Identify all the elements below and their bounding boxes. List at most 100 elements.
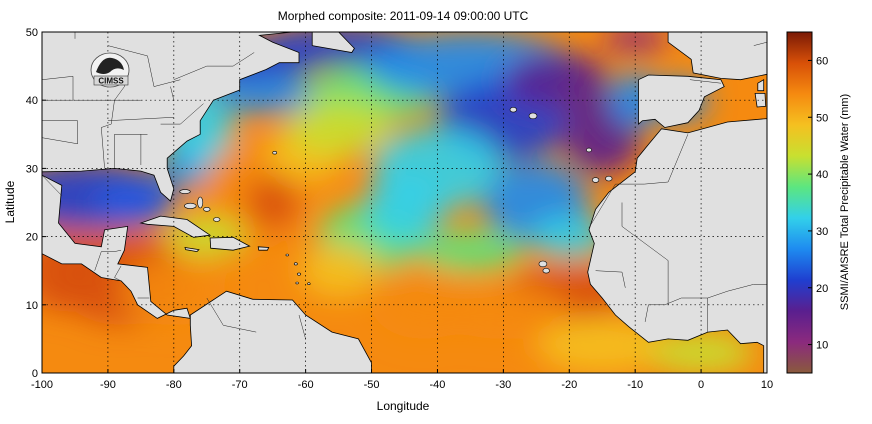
y-axis-ticks: 0 10 20 30 40 50 [26, 27, 46, 380]
colorbar-tick-label: 50 [816, 112, 828, 124]
island [295, 281, 299, 285]
cimss-logo-text: CIMSS [98, 77, 124, 86]
corsica [757, 78, 765, 92]
tpw-blob [365, 175, 444, 244]
y-axis-label: Latitude [3, 180, 17, 223]
y-tick-label: 20 [26, 232, 38, 244]
x-tick-label: -50 [364, 379, 380, 391]
bahamas-island [179, 189, 191, 194]
political-border [170, 86, 175, 101]
tpw-blob [299, 243, 379, 298]
political-border [42, 120, 78, 145]
x-tick-label: -80 [166, 379, 182, 391]
political-border [107, 117, 174, 121]
bahamas-island [203, 207, 211, 212]
y-tick-label: 0 [32, 368, 38, 380]
hispaniola [209, 236, 251, 251]
south-america [42, 290, 372, 373]
x-tick-label: -70 [232, 379, 248, 391]
x-tick-label: -40 [430, 379, 446, 391]
sardinia [754, 93, 767, 108]
island [538, 260, 548, 268]
iberia [638, 74, 725, 128]
island [293, 262, 298, 266]
political-border [753, 41, 767, 46]
island [605, 175, 613, 182]
tpw-blob [246, 175, 300, 230]
political-border [595, 270, 626, 288]
political-border [173, 52, 255, 80]
tpw-blob [371, 270, 477, 339]
colorbar-tick-label: 20 [816, 283, 828, 295]
island [586, 147, 592, 153]
bahamas-island [184, 202, 197, 209]
puerto-rico [257, 246, 270, 251]
political-border [94, 249, 122, 271]
island [272, 151, 278, 155]
x-axis-label: Longitude [377, 399, 430, 413]
colorbar-tick-label: 30 [816, 226, 828, 238]
tpw-blob [417, 229, 524, 271]
tpw-blob [94, 178, 174, 227]
france [667, 32, 767, 81]
political-border [707, 284, 767, 333]
x-tick-label: 10 [761, 379, 773, 391]
bahamas-island [213, 217, 221, 222]
x-tick-label: 0 [698, 379, 704, 391]
political-border [664, 297, 708, 306]
political-border [298, 314, 306, 339]
map-title: Morphed composite: 2011-09-14 09:00:00 U… [278, 9, 529, 23]
tpw-blob [285, 100, 392, 155]
x-tick-label: -20 [561, 379, 577, 391]
island [285, 253, 289, 257]
central-america-mexico [42, 32, 191, 319]
cimss-logo: CIMSS [90, 52, 130, 88]
newfoundland [311, 32, 355, 53]
plot-frame [41, 31, 768, 374]
grid-lines [42, 32, 767, 373]
africa [587, 118, 767, 373]
colorbar-label: SSMI/AMSRE Total Precipitable Water (mm) [839, 94, 851, 310]
political-border [42, 175, 62, 196]
island [297, 272, 301, 276]
island [542, 268, 550, 274]
x-axis-ticks: -100 -90 -80 -70 -60 -50 -40 -30 -20 -10 0 10 [31, 369, 773, 391]
x-tick-label: -30 [495, 379, 511, 391]
political-border [114, 134, 148, 169]
cuba [139, 215, 212, 238]
x-tick-label: -10 [627, 379, 643, 391]
political-border [42, 76, 74, 101]
tpw-blob [503, 52, 609, 107]
island [528, 112, 538, 120]
colorbar-tick-label: 10 [816, 340, 828, 352]
island [591, 177, 600, 183]
island [509, 106, 517, 113]
y-tick-label: 50 [26, 27, 38, 39]
bahamas-island [197, 196, 204, 209]
political-border [206, 297, 257, 333]
colorbar-tick-label: 60 [816, 55, 828, 67]
y-tick-label: 30 [26, 163, 38, 175]
colorbar-scale [786, 31, 813, 374]
colorbar-ticks: 10 20 30 40 50 60 [808, 55, 828, 352]
x-tick-label: -90 [100, 379, 116, 391]
map-plot-area [42, 32, 767, 373]
political-border [621, 202, 669, 305]
island [307, 282, 311, 286]
england-tip [661, 32, 709, 33]
y-tick-label: 10 [26, 300, 38, 312]
political-border [107, 45, 181, 87]
political-border [588, 134, 689, 228]
political-border [114, 265, 122, 282]
x-tick-label: -100 [31, 379, 53, 391]
colorbar-tick-label: 40 [816, 169, 828, 181]
colorbar: 10 20 30 40 50 60 SSMI/AMSRE Total Precipitab… [786, 31, 851, 374]
tpw-blob [602, 32, 669, 53]
x-tick-label: -60 [298, 379, 314, 391]
y-tick-label: 40 [26, 95, 38, 107]
jamaica [184, 247, 200, 253]
political-border [689, 79, 721, 84]
political-border [160, 103, 204, 125]
